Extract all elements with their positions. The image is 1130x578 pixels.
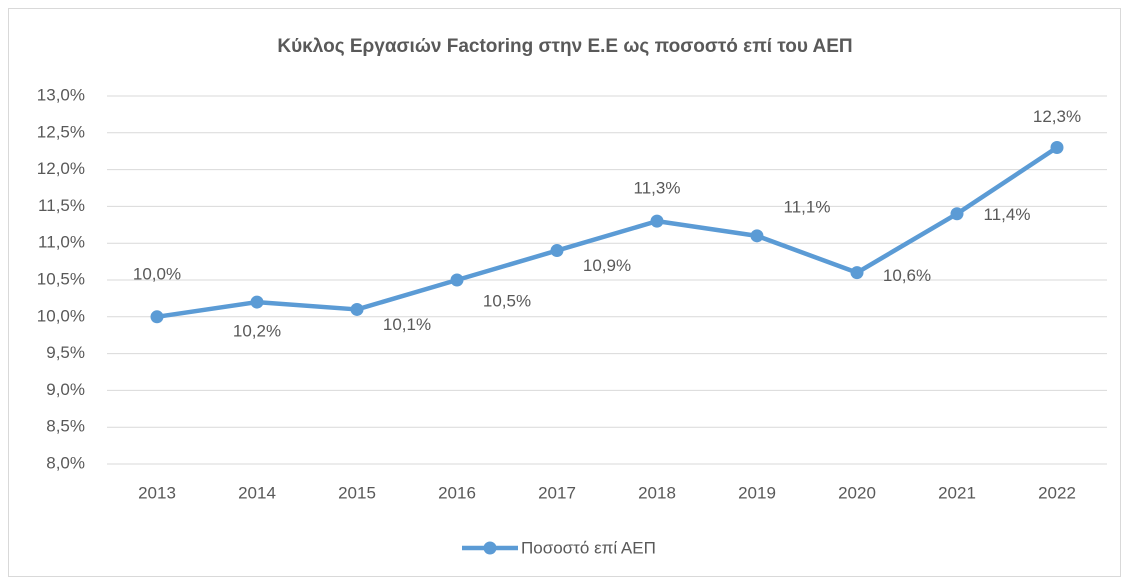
chart-title: Κύκλος Εργασιών Factoring στην Ε.Ε ως πο… — [277, 36, 852, 57]
x-tick-label: 2014 — [238, 483, 276, 502]
data-label: 10,5% — [483, 291, 531, 310]
data-point — [150, 310, 164, 324]
data-point — [750, 229, 764, 243]
x-tick-label: 2016 — [438, 483, 476, 502]
y-tick-label: 10,5% — [37, 269, 85, 288]
data-point — [650, 214, 664, 228]
y-tick-label: 11,5% — [38, 196, 85, 215]
data-point — [450, 273, 464, 287]
x-tick-label: 2017 — [538, 483, 576, 502]
data-point — [550, 244, 564, 258]
y-tick-label: 12,0% — [37, 159, 85, 178]
data-point — [350, 302, 364, 316]
x-tick-label: 2013 — [138, 483, 176, 502]
y-tick-label: 9,5% — [46, 343, 85, 362]
legend-marker — [483, 541, 497, 555]
x-tick-label: 2020 — [838, 483, 876, 502]
series-line — [156, 145, 1059, 320]
data-label: 10,1% — [383, 315, 431, 334]
y-tick-label: 8,5% — [46, 417, 85, 436]
data-label: 10,2% — [233, 322, 281, 341]
y-tick-label: 11,0% — [38, 233, 85, 252]
data-label: 11,4% — [984, 205, 1031, 224]
data-point — [250, 295, 264, 309]
x-tick-label: 2019 — [738, 483, 776, 502]
data-label: 12,3% — [1033, 107, 1081, 126]
data-label: 10,9% — [583, 256, 631, 275]
data-label: 10,0% — [133, 264, 181, 283]
data-label: 10,6% — [883, 266, 931, 285]
y-tick-label: 10,0% — [37, 306, 85, 325]
chart-frame — [8, 8, 1121, 577]
data-label: 11,1% — [784, 197, 831, 216]
x-tick-label: 2022 — [1038, 483, 1076, 502]
x-tick-label: 2021 — [938, 483, 976, 502]
y-tick-label: 13,0% — [37, 85, 85, 104]
x-tick-label: 2015 — [338, 483, 376, 502]
y-tick-label: 8,0% — [46, 453, 85, 472]
legend-label: Ποσοστό επί ΑΕΠ — [521, 538, 656, 557]
data-label: 11,3% — [634, 179, 681, 198]
data-point — [950, 207, 964, 221]
y-tick-label: 9,0% — [46, 380, 85, 399]
data-point — [1050, 141, 1064, 155]
x-tick-label: 2018 — [638, 483, 676, 502]
y-tick-label: 12,5% — [37, 122, 85, 141]
data-point — [850, 266, 864, 280]
